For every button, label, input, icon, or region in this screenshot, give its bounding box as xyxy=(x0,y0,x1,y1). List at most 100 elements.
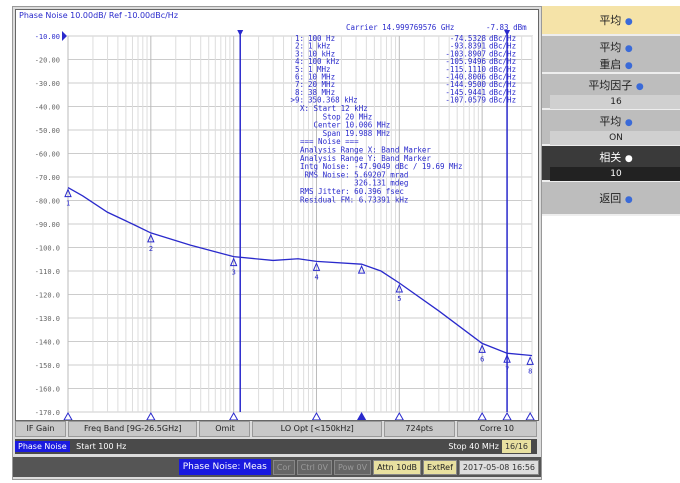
marker-triangle xyxy=(503,353,511,363)
marker-frequency: 10 kHz xyxy=(308,49,335,58)
softkey-correlation[interactable]: 相关 ● 10 xyxy=(542,146,680,182)
marker-value: -145.9441 xyxy=(445,88,486,97)
marker-unit: dBc/Hz xyxy=(489,65,516,74)
marker-id: 1: xyxy=(295,34,304,43)
phase-noise-trace xyxy=(67,187,533,357)
status-lo-opt[interactable]: LO Opt [<150kHz] xyxy=(252,421,382,437)
marker-frequency: 38 MHz xyxy=(308,88,335,97)
marker-triangle xyxy=(395,283,404,293)
marker-id: >9: xyxy=(290,96,304,105)
cor-indicator: Cor xyxy=(272,459,295,475)
attn-indicator: Attn 10dB xyxy=(373,459,422,475)
softkey-indicator-icon: ● xyxy=(624,118,633,128)
softkey-return[interactable]: 返回 ● xyxy=(542,182,680,216)
marker-axis-triangle xyxy=(356,411,367,421)
y-tick-label: -20.00 xyxy=(35,57,60,65)
y-tick-label: -90.00 xyxy=(35,221,60,229)
softkey-average-onoff[interactable]: 平均 ● ON xyxy=(542,110,680,146)
meas-name[interactable]: Phase Noise xyxy=(15,441,70,452)
marker-axis-triangle xyxy=(145,411,156,421)
marker-axis-triangle xyxy=(228,411,239,421)
status-corre[interactable]: Corre 10 xyxy=(456,421,537,437)
status-points[interactable]: 724pts xyxy=(383,421,455,437)
marker-number: 4 xyxy=(314,273,318,281)
marker-number: 1 xyxy=(66,200,70,208)
marker-value: -103.8907 xyxy=(445,49,486,58)
marker-axis-triangle xyxy=(525,411,536,421)
start-freq[interactable]: Start 100 Hz xyxy=(76,442,127,451)
softkey-indicator-icon: ● xyxy=(624,195,633,205)
noise-info-line: Center 10.006 MHz xyxy=(300,121,390,130)
marker-unit: dBc/Hz xyxy=(489,96,516,105)
marker-frequency: 1 kHz xyxy=(308,42,331,51)
softkey-average-factor[interactable]: 平均因子 ● 16 xyxy=(542,74,680,110)
softkey-indicator-icon: ● xyxy=(624,61,633,71)
ctrl-indicator: Ctrl 0V xyxy=(296,459,332,475)
noise-info-line: === Noise === xyxy=(300,137,359,146)
marker-frequency: 100 Hz xyxy=(308,34,335,43)
marker-axis-triangle xyxy=(477,411,487,421)
status-omit[interactable]: Omit xyxy=(199,421,251,437)
y-tick-label: -140.0 xyxy=(35,339,60,347)
marker-id: 6: xyxy=(295,73,304,82)
softkey-label: 返回 xyxy=(599,192,622,205)
y-tick-label: -100.0 xyxy=(35,245,60,253)
marker-id: 5: xyxy=(295,65,304,74)
softkey-label: 平均 xyxy=(599,115,622,128)
marker-triangle xyxy=(229,257,238,267)
noise-info-line: Residual FM: 6.73391 kHz xyxy=(300,195,408,204)
marker-unit: dBc/Hz xyxy=(489,42,516,51)
stop-freq[interactable]: Stop 40 MHz xyxy=(448,442,499,451)
softkey-indicator-icon: ● xyxy=(624,154,633,164)
noise-info-line: RMS Jitter: 60.396 fsec xyxy=(300,187,404,196)
marker-id: 4: xyxy=(295,57,304,66)
marker-frequency: 100 kHz xyxy=(308,57,340,66)
softkey-average-restart[interactable]: 平均 ● 重启 ● xyxy=(542,36,680,74)
softkey-indicator-icon: ● xyxy=(624,17,633,27)
noise-info-line: Span 19.988 MHz xyxy=(300,129,390,138)
marker-id: 3: xyxy=(295,49,304,58)
y-tick-label: -110.0 xyxy=(35,268,60,276)
marker-triangle xyxy=(147,233,155,243)
softkey-panel: 平均 ● 平均 ● 重启 ● 平均因子 ● 16 平均 ● ON 相关 ● 10 返回 … xyxy=(542,6,680,216)
softkey-indicator-icon: ● xyxy=(635,82,644,92)
marker-unit: dBc/Hz xyxy=(489,34,516,43)
y-tick-label: -50.00 xyxy=(35,127,60,135)
marker-value: -144.9500 xyxy=(445,80,486,89)
y-tick-label: -30.00 xyxy=(35,80,60,88)
marker-axis-triangle xyxy=(394,411,405,421)
noise-info-line: RMS Noise: 5.69207 mrad xyxy=(300,170,408,179)
extref-indicator: ExtRef xyxy=(423,459,457,475)
marker-number: 5 xyxy=(397,295,401,303)
marker-number: 6 xyxy=(480,355,484,363)
y-tick-label: -160.0 xyxy=(35,386,60,394)
marker-number: 2 xyxy=(149,245,153,253)
softkey-label: 平均因子 xyxy=(588,79,633,92)
noise-info-line: Analysis Range Y: Band Marker xyxy=(300,154,431,163)
y-tick-label: -10.00 xyxy=(35,33,60,41)
plot-area: Phase Noise 10.00dB/ Ref -10.00dBc/Hz -1… xyxy=(15,9,539,421)
marker-value: -105.9496 xyxy=(445,57,486,66)
marker-axis-triangle xyxy=(311,411,322,421)
bottom-status-bar: Phase Noise: Meas Cor Ctrl 0V Pow 0V Att… xyxy=(13,457,541,477)
measurement-bar: Phase Noise Start 100 Hz Stop 40 MHz 16/… xyxy=(15,439,537,454)
marker-triangle xyxy=(357,264,366,274)
softkey-average-menu[interactable]: 平均 ● xyxy=(542,6,680,36)
noise-info-line: 326.131 mdeg xyxy=(300,179,408,188)
average-state-value[interactable]: ON xyxy=(550,131,680,145)
y-tick-label: -170.0 xyxy=(35,409,60,417)
marker-number: 7 xyxy=(505,365,509,373)
carrier-frequency: Carrier 14.999769576 GHz xyxy=(346,23,454,32)
marker-frequency: 1 MHz xyxy=(308,65,331,74)
datetime: 2017-05-08 16:56 xyxy=(458,459,539,475)
softkey-label: 相关 xyxy=(599,151,622,164)
avg-count: 16/16 xyxy=(501,440,531,453)
marker-axis-triangle xyxy=(63,411,73,421)
pow-indicator: Pow 0V xyxy=(333,459,372,475)
average-factor-value[interactable]: 16 xyxy=(550,95,680,109)
status-freq-band[interactable]: Freq Band [9G-26.5GHz] xyxy=(68,421,198,437)
status-if-gain[interactable]: IF Gain 20dB xyxy=(15,421,67,447)
correlation-value[interactable]: 10 xyxy=(550,167,680,181)
marker-axis-triangle xyxy=(502,411,512,421)
noise-info-line: Intg Noise: -47.9049 dBc / 19.69 MHz xyxy=(300,162,463,171)
